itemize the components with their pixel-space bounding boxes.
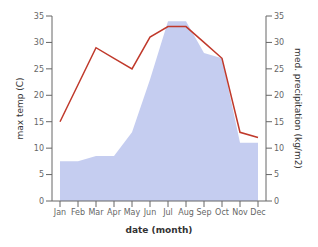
svg-text:35: 35 xyxy=(34,12,44,21)
svg-text:0: 0 xyxy=(39,197,44,206)
svg-text:Jun: Jun xyxy=(143,208,157,217)
svg-text:Jul: Jul xyxy=(162,208,173,217)
svg-text:5: 5 xyxy=(274,170,279,179)
svg-text:20: 20 xyxy=(34,91,44,100)
svg-text:max temp (C): max temp (C) xyxy=(15,77,25,139)
svg-text:date (month): date (month) xyxy=(126,225,193,235)
svg-text:0: 0 xyxy=(274,197,279,206)
svg-text:Nov: Nov xyxy=(232,208,248,217)
svg-text:5: 5 xyxy=(39,170,44,179)
svg-text:May: May xyxy=(124,208,141,217)
svg-text:Apr: Apr xyxy=(107,208,122,217)
svg-text:Aug: Aug xyxy=(178,208,194,217)
svg-text:30: 30 xyxy=(34,38,44,47)
svg-text:15: 15 xyxy=(34,118,44,127)
svg-text:Mar: Mar xyxy=(88,208,104,217)
svg-text:25: 25 xyxy=(34,65,44,74)
svg-text:Sep: Sep xyxy=(196,208,211,217)
svg-text:Oct: Oct xyxy=(215,208,229,217)
svg-text:med. precipitation (kg/m2): med. precipitation (kg/m2) xyxy=(293,48,303,169)
svg-text:15: 15 xyxy=(274,118,284,127)
svg-text:20: 20 xyxy=(274,91,284,100)
svg-text:Jan: Jan xyxy=(53,208,66,217)
svg-text:30: 30 xyxy=(274,38,284,47)
svg-text:Dec: Dec xyxy=(250,208,265,217)
svg-text:Feb: Feb xyxy=(71,208,85,217)
svg-text:10: 10 xyxy=(34,144,44,153)
svg-text:35: 35 xyxy=(274,12,284,21)
svg-text:25: 25 xyxy=(274,65,284,74)
svg-text:10: 10 xyxy=(274,144,284,153)
